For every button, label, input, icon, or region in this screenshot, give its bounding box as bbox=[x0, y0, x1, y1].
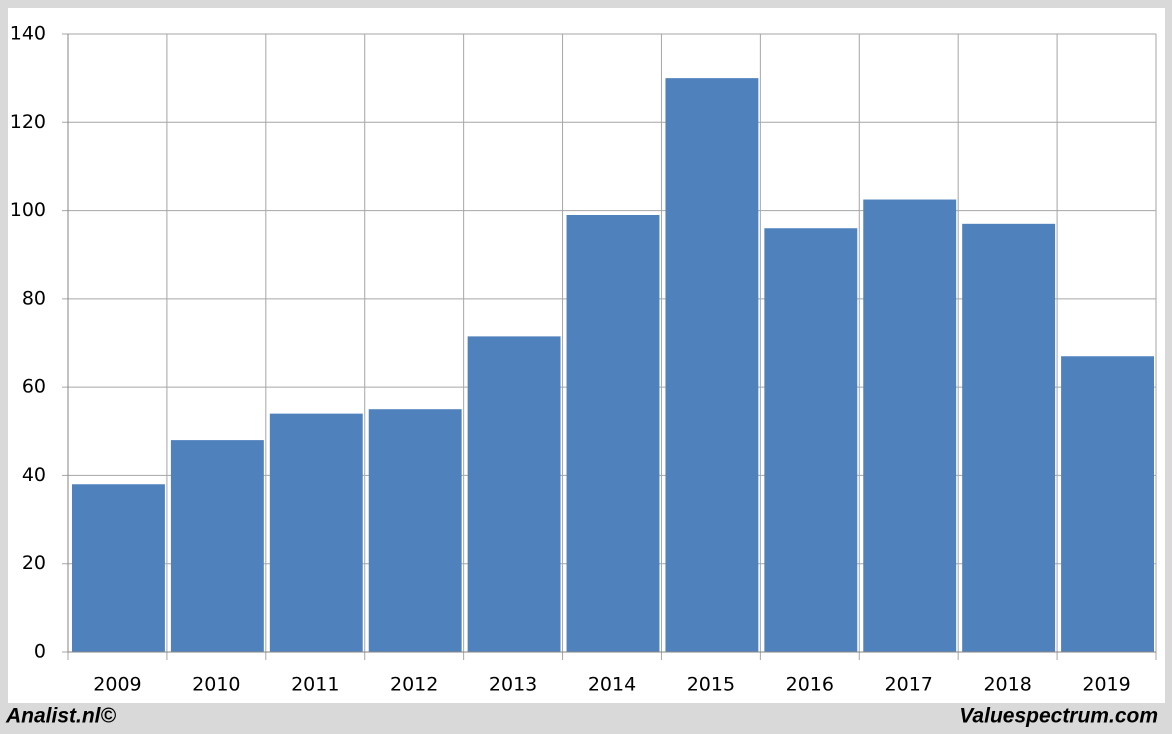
bar bbox=[566, 214, 660, 652]
x-tick-label: 2014 bbox=[588, 674, 636, 696]
bar bbox=[72, 484, 165, 652]
x-tick-label: 2019 bbox=[1082, 674, 1130, 696]
x-tick-label: 2010 bbox=[192, 674, 240, 696]
bar bbox=[269, 413, 363, 652]
bar bbox=[170, 440, 264, 652]
y-tick-label: 40 bbox=[22, 464, 46, 486]
bar bbox=[764, 228, 858, 652]
y-tick-label: 120 bbox=[10, 111, 46, 133]
y-tick-label: 80 bbox=[22, 287, 46, 309]
credit-left: Analist.nl© bbox=[5, 705, 117, 728]
bar bbox=[1061, 356, 1154, 652]
credit-right: Valuespectrum.com bbox=[959, 705, 1158, 728]
bar bbox=[368, 409, 462, 652]
x-tick-label: 2015 bbox=[687, 674, 735, 696]
x-tick-label: 2011 bbox=[291, 674, 339, 696]
y-tick-label: 140 bbox=[10, 23, 46, 45]
y-tick-label: 100 bbox=[10, 199, 46, 221]
x-tick-label: 2016 bbox=[786, 674, 834, 696]
bar bbox=[467, 336, 561, 652]
y-tick-label: 60 bbox=[22, 376, 46, 398]
y-tick-label: 0 bbox=[34, 641, 46, 663]
x-tick-label: 2012 bbox=[390, 674, 438, 696]
bar bbox=[665, 78, 759, 652]
x-tick-label: 2018 bbox=[983, 674, 1031, 696]
y-tick-label: 20 bbox=[22, 552, 46, 574]
x-tick-label: 2017 bbox=[885, 674, 933, 696]
x-tick-label: 2009 bbox=[93, 674, 141, 696]
bar bbox=[863, 199, 957, 653]
bar bbox=[962, 223, 1056, 653]
x-tick-label: 2013 bbox=[489, 674, 537, 696]
